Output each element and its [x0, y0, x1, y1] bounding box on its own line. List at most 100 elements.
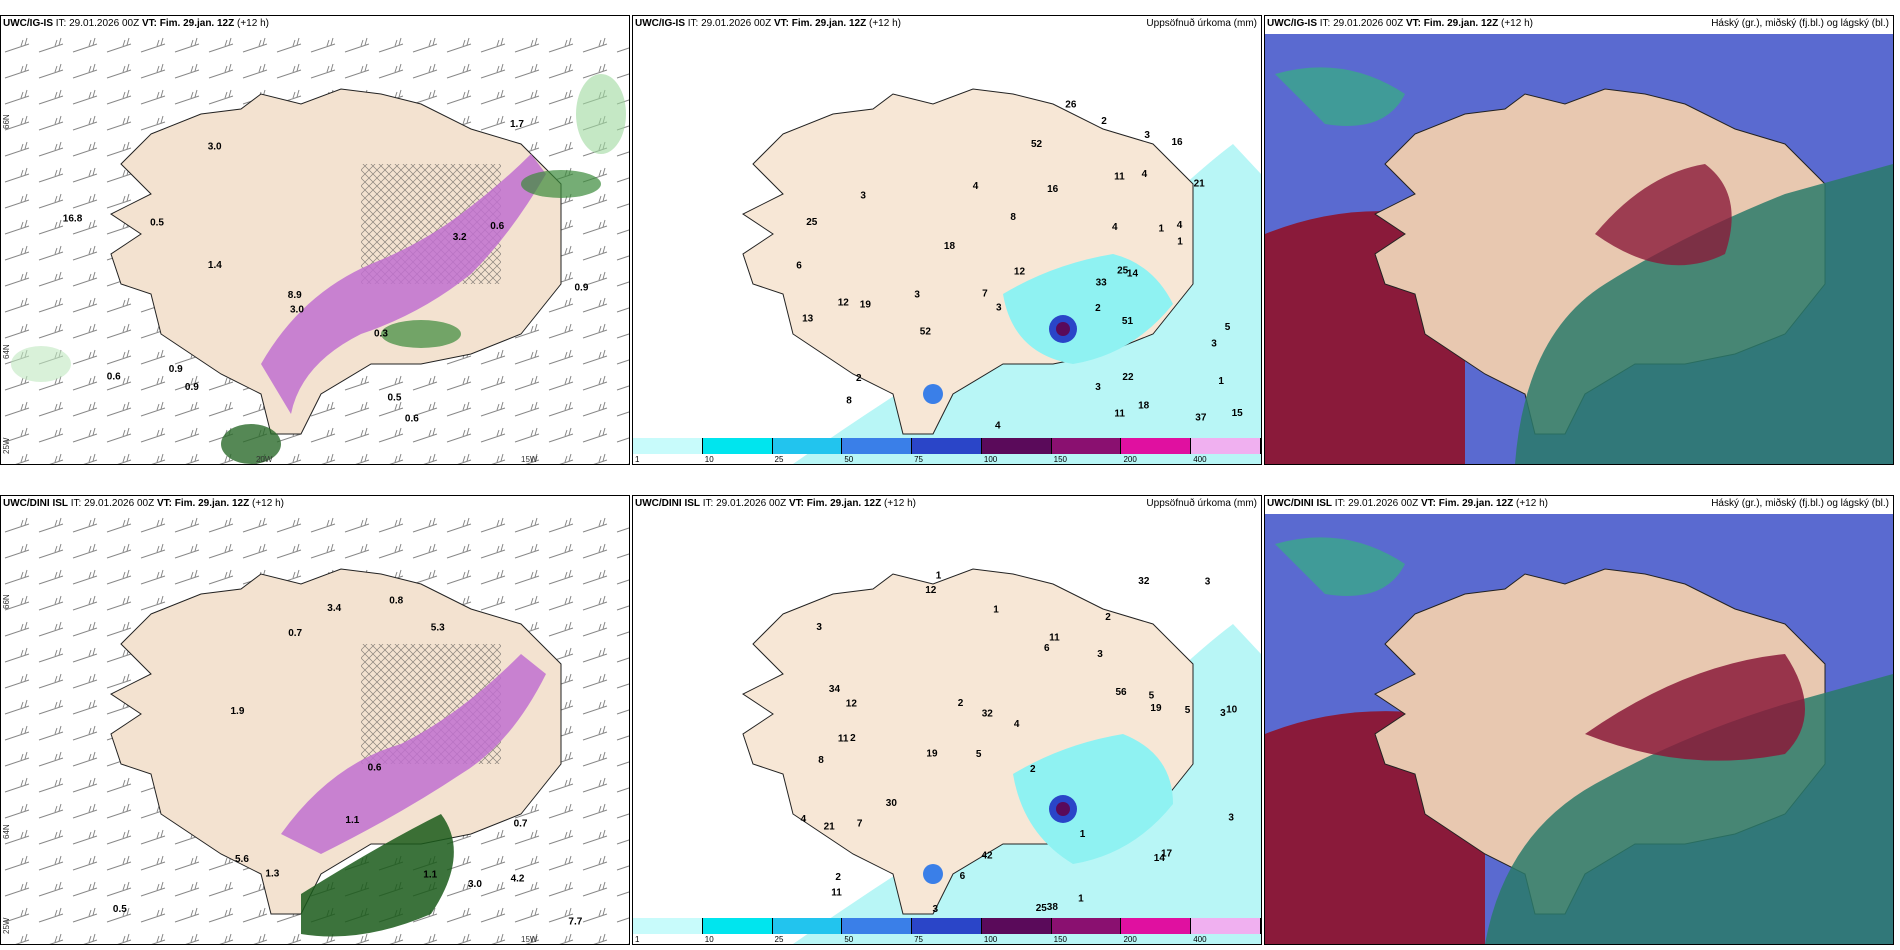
value-label: 1: [1177, 236, 1183, 247]
value-label: 6: [960, 871, 966, 882]
value-label: 0.7: [288, 628, 302, 639]
legend-tick: 25: [774, 935, 784, 944]
value-label: 52: [1031, 139, 1043, 150]
value-label: 3.0: [290, 305, 304, 316]
legend-swatch: [633, 918, 703, 934]
value-label: 19: [926, 749, 938, 760]
value-label: 2: [1030, 764, 1036, 775]
value-label: 0.6: [107, 371, 121, 382]
lat-label: 64N: [2, 344, 11, 359]
value-label: 3: [996, 303, 1002, 314]
value-label: 1.4: [208, 260, 222, 271]
value-label: 3: [1097, 649, 1103, 660]
value-label: 4: [801, 814, 807, 825]
legend-tick: 50: [844, 935, 854, 944]
legend-swatch: [1051, 438, 1122, 454]
value-label: 22: [1122, 372, 1134, 383]
value-label: 0.6: [405, 414, 419, 425]
value-label: 5: [1149, 691, 1155, 702]
value-label: 1.7: [510, 119, 524, 130]
value-label: 3.2: [453, 232, 467, 243]
cloud-cover-map: [1265, 34, 1893, 464]
panel-subtitle: Háský (gr.), miðský (fj.bl.) og lágský (…: [1711, 18, 1889, 29]
legend-swatch: [981, 918, 1052, 934]
value-label: 12: [1014, 266, 1026, 277]
value-label: 11: [1114, 171, 1125, 182]
value-label: 4: [1177, 220, 1183, 231]
value-label: 11: [838, 733, 849, 744]
value-label: 33: [1096, 277, 1108, 288]
value-label: 18: [1138, 401, 1150, 412]
panel-title: UWC/IG-IS IT: 29.01.2026 00Z VT: Fim. 29…: [1267, 18, 1533, 29]
value-label: 3: [860, 191, 866, 202]
value-label: 2: [1095, 303, 1101, 314]
legend-swatch: [702, 918, 773, 934]
value-label: 8: [818, 755, 824, 766]
value-label: 25: [1117, 266, 1129, 277]
value-label: 12: [925, 585, 937, 596]
value-label: 56: [1116, 687, 1128, 698]
legend-tick: 75: [914, 935, 924, 944]
value-label: 3: [1205, 576, 1211, 587]
value-label: 0.5: [388, 393, 402, 404]
legend-tick: 150: [1053, 455, 1068, 464]
value-label: 8.9: [288, 290, 302, 301]
legend-swatch: [1191, 438, 1261, 454]
legend-tick: 10: [704, 935, 714, 944]
value-label: 3.0: [208, 141, 222, 152]
value-label: 7.7: [568, 917, 582, 928]
panel-subtitle: Háský (gr.), miðský (fj.bl.) og lágský (…: [1711, 498, 1889, 509]
value-label: 3: [914, 289, 920, 300]
value-label: 11: [831, 887, 842, 898]
value-label: 19: [1150, 703, 1162, 714]
value-label: 37: [1195, 412, 1207, 423]
legend-tick: 1: [635, 455, 640, 464]
value-label: 2: [856, 373, 862, 384]
wind-precip-map: 0.5 0.7 0.6 1.1 0.7 0.8 4.2 5.3 3.0 5.6 7.7 1.9 1.3 3…: [1, 514, 629, 944]
value-label: 32: [1138, 576, 1150, 587]
value-label: 0.9: [169, 364, 183, 375]
value-label: 6: [1044, 643, 1050, 654]
value-label: 11: [1114, 409, 1125, 420]
value-label: 4.2: [511, 874, 525, 885]
value-label: 15: [1232, 408, 1244, 419]
value-label: 5.6: [235, 854, 249, 865]
legend-tick: 150: [1053, 935, 1068, 944]
value-label: 1: [1078, 893, 1084, 904]
legend-tick: 10: [704, 455, 714, 464]
value-label: 0.9: [185, 382, 199, 393]
value-label: 0.6: [490, 221, 504, 232]
panel-clouds-bottom: UWC/DINI ISL IT: 29.01.2026 00Z VT: Fim.…: [1264, 495, 1894, 945]
value-label: 3.4: [327, 603, 341, 614]
value-label: 25: [1036, 903, 1048, 914]
value-label: 3.0: [468, 879, 482, 890]
value-label: 4: [1014, 719, 1020, 730]
value-label: 11: [1049, 633, 1060, 644]
legend-tick: 50: [844, 455, 854, 464]
value-label: 3: [816, 622, 822, 633]
legend-swatch: [1121, 438, 1192, 454]
legend-tick: 200: [1123, 935, 1137, 944]
legend-swatch: [1121, 918, 1192, 934]
legend-tick: 75: [914, 455, 924, 464]
wind-precip-map: 66N 64N 25W 20W 15W 0.63.00.90.5 0.60.50.…: [1, 34, 629, 464]
value-label: 8: [1010, 212, 1016, 223]
value-label: 1: [1218, 376, 1224, 387]
value-labels: 0.63.00.90.5 0.60.50.91.43.00.90.616.88.9…: [63, 119, 589, 425]
lat-label: 66N: [2, 594, 11, 609]
value-label: 1.1: [345, 815, 359, 826]
value-label: 2: [958, 698, 964, 709]
value-label: 5: [1225, 322, 1231, 333]
value-label: 2: [1105, 612, 1111, 623]
value-label: 3: [1144, 130, 1150, 141]
legend-swatch: [702, 438, 773, 454]
value-label: 17: [1161, 849, 1173, 860]
legend-tick: 400: [1193, 935, 1207, 944]
value-label: 0.9: [575, 283, 589, 294]
legend-tick: 200: [1123, 455, 1137, 464]
panel-subtitle: Uppsöfnuð úrkoma (mm): [1146, 18, 1257, 29]
legend-swatch: [1051, 918, 1122, 934]
value-label: 13: [802, 314, 814, 325]
value-label: 7: [982, 288, 988, 299]
